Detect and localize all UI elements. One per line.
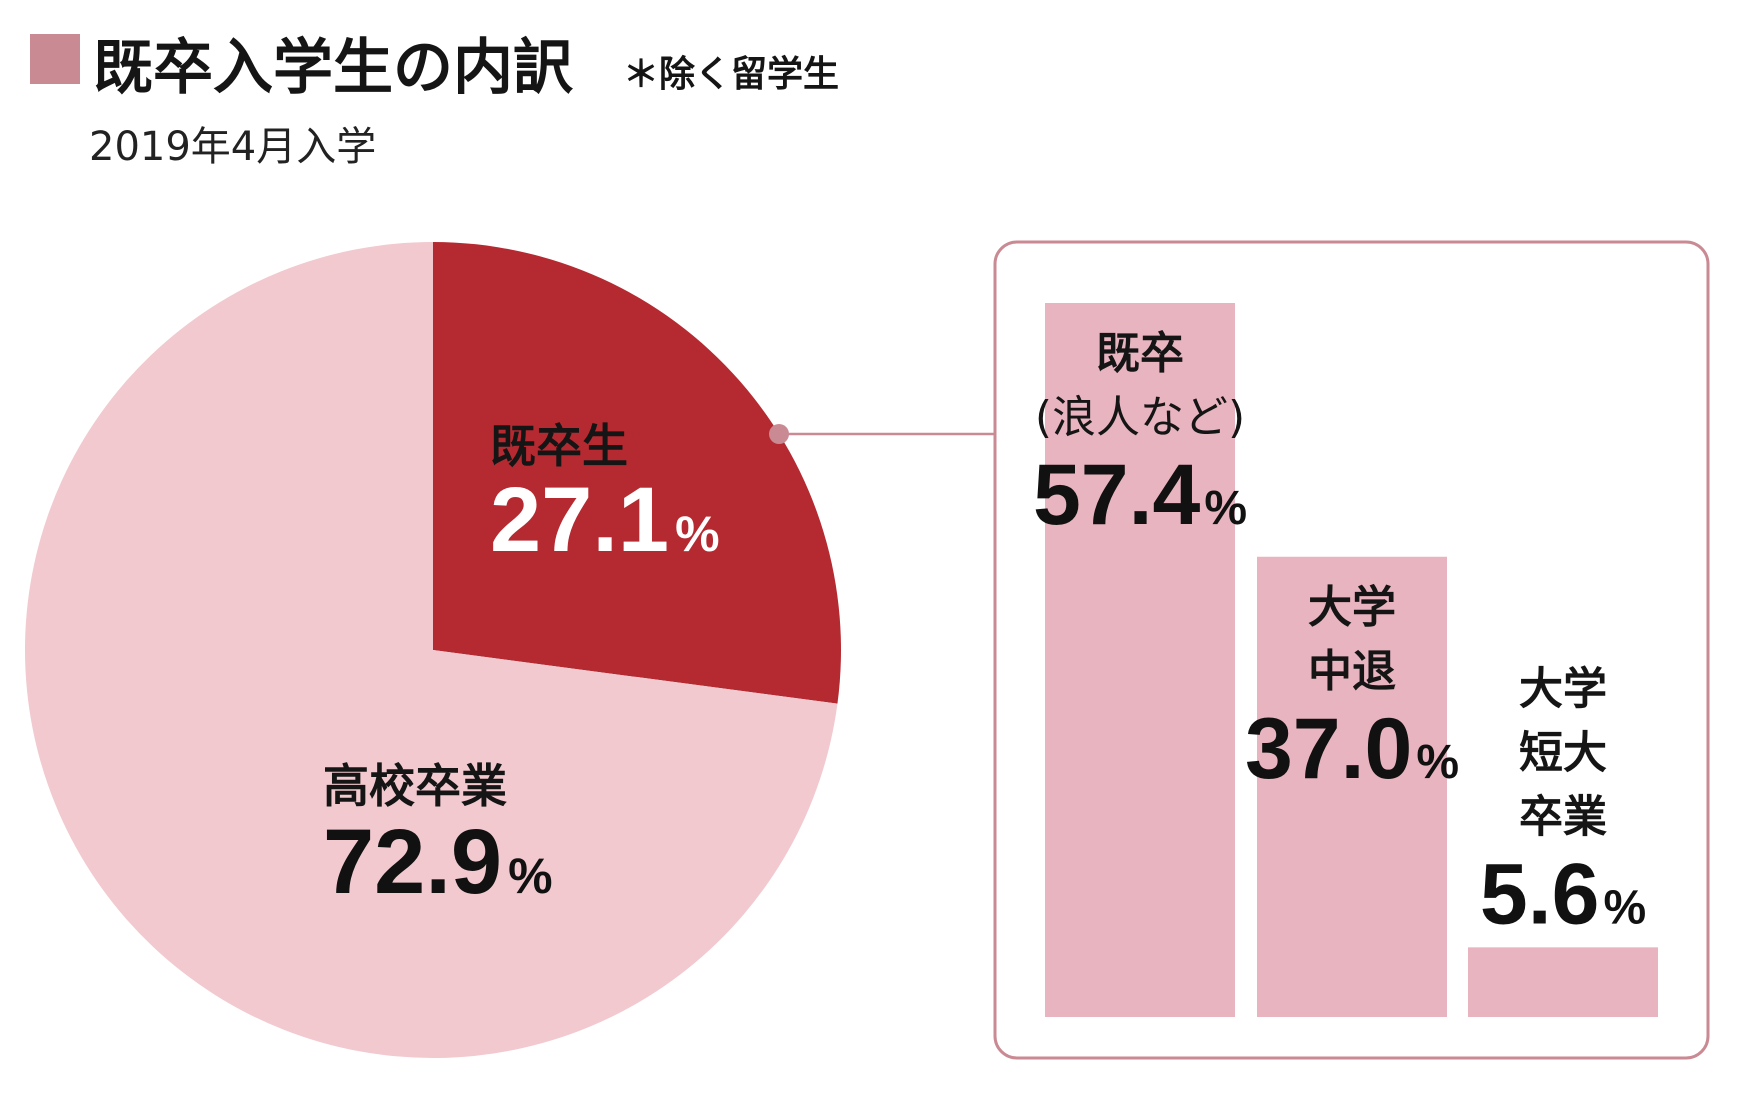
bar-value-number-2: 5.6 [1480,846,1600,942]
bar-label-1-line-1: 中退 [1308,646,1396,697]
connector-dot [769,424,789,444]
pie-slice-value-number-0: 27.1 [490,469,669,571]
bar-label-0-line-0: 既卒 [1096,328,1184,379]
bar-2 [1468,947,1658,1017]
bar-label-0-line-1: (浪人など) [1035,392,1245,443]
bar-label-1-line-0: 大学 [1308,582,1396,633]
bar-value-1: 37.0% [1245,701,1459,797]
pie-slice-1 [24,242,838,1058]
note-excluding-international-students: ＊除く留学生 [623,53,839,95]
bar-value-unit-1: % [1416,736,1459,789]
title-marker [30,34,80,84]
pie-slice-value-unit-1: % [508,848,552,904]
pie-slice-value-number-1: 72.9 [323,811,502,913]
header: 既卒入学生の内訳 ＊除く留学生 2019年4月入学 [30,33,839,170]
bar-1 [1257,556,1447,1017]
subtitle-enrollment-date: 2019年4月入学 [89,124,376,170]
bar-label-2-line-1: 短大 [1519,727,1607,778]
bar-value-0: 57.4% [1033,447,1247,543]
page-title: 既卒入学生の内訳 [93,33,574,103]
bar-0 [1045,303,1235,1017]
bar-value-number-1: 37.0 [1245,701,1412,797]
pie-slice-value-0: 27.1% [490,469,720,571]
bar-label-2-line-2: 卒業 [1519,791,1607,842]
pie-slice-label-1: 高校卒業 [323,759,507,813]
pie-slice-label-0: 既卒生 [490,419,628,473]
bar-value-unit-0: % [1204,482,1247,535]
bar-value-number-0: 57.4 [1033,447,1201,543]
bar-value-2: 5.6% [1480,846,1646,942]
bar-label-2-line-0: 大学 [1519,663,1607,714]
pie-slice-value-unit-0: % [675,506,719,562]
pie-slice-0 [433,242,841,704]
pie-slice-value-1: 72.9% [323,811,553,913]
bar-value-unit-2: % [1603,881,1646,934]
